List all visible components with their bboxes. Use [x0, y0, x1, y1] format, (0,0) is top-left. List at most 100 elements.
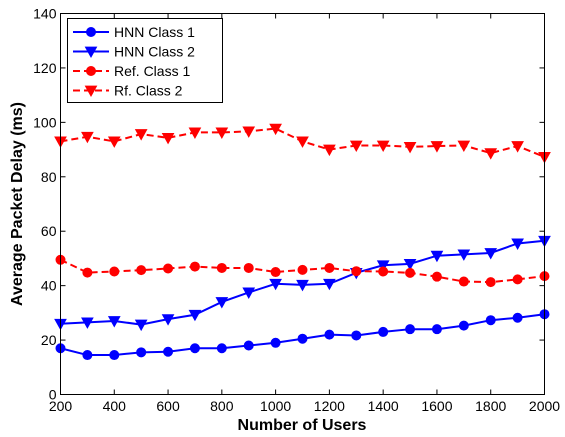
data-point [297, 264, 308, 275]
data-point [243, 262, 254, 273]
data-point [216, 343, 227, 354]
data-point [431, 324, 442, 335]
data-point [512, 312, 523, 323]
data-point [376, 140, 390, 153]
y-axis-title: Average Packet Delay (ms) [9, 102, 26, 306]
y-tick-label: 20 [41, 332, 57, 348]
data-point [378, 326, 389, 337]
data-point [297, 333, 308, 344]
data-point [163, 263, 174, 274]
data-point [188, 309, 202, 322]
y-tick-label: 60 [41, 223, 57, 239]
data-point [215, 297, 229, 309]
data-point [270, 337, 281, 348]
x-tick-label: 1200 [314, 398, 345, 414]
legend-marker [84, 85, 98, 98]
data-point [485, 277, 496, 288]
y-tick-label: 40 [41, 278, 57, 294]
legend-marker [84, 46, 98, 59]
data-point [351, 330, 362, 341]
x-tick-label: 1000 [260, 398, 291, 414]
data-point [270, 267, 281, 278]
data-point [269, 278, 282, 291]
data-point [81, 131, 94, 144]
data-point [188, 127, 202, 139]
data-point [484, 248, 498, 260]
x-tick-label: 200 [49, 398, 73, 414]
data-point [405, 324, 416, 335]
y-tick-label: 80 [41, 169, 57, 185]
data-point [136, 347, 147, 358]
y-tick-label: 0 [49, 387, 57, 403]
data-point [324, 262, 335, 273]
legend-marker [86, 27, 96, 37]
data-point [161, 314, 175, 326]
data-point [215, 127, 229, 139]
series-1 [55, 309, 550, 361]
data-point [323, 278, 336, 291]
data-point [82, 267, 93, 278]
data-point [242, 126, 256, 138]
legend-entry: HNN Class 1 [73, 24, 195, 40]
y-tick-label: 120 [33, 60, 57, 76]
data-point [430, 250, 444, 263]
data-point [484, 148, 498, 160]
y-tick-label: 140 [33, 6, 57, 22]
data-point [351, 266, 362, 277]
ticks-layer: 200 400 600 800 1000 1200 1400 1600 1800 2000 0 20 4… [33, 6, 560, 415]
series-layer [54, 123, 551, 361]
x-tick-label: 2000 [529, 398, 560, 414]
data-point [349, 140, 363, 153]
data-point [458, 276, 469, 287]
data-point [296, 279, 309, 292]
data-point [107, 316, 121, 328]
legend-entry: Rf. Class 2 [73, 83, 183, 99]
data-point [216, 262, 227, 273]
data-point [161, 132, 175, 145]
data-point [376, 260, 390, 272]
data-point [109, 350, 120, 361]
data-point [485, 315, 496, 326]
data-point [109, 266, 120, 277]
data-point [82, 350, 93, 361]
legend-entry: HNN Class 2 [73, 44, 195, 60]
x-axis-title: Number of Users [238, 417, 367, 434]
x-tick-label: 400 [103, 398, 127, 414]
data-point [134, 129, 148, 141]
data-point [511, 141, 524, 153]
data-point [242, 287, 256, 299]
legend-entry: Ref. Class 1 [73, 63, 190, 79]
data-point [296, 136, 309, 148]
data-point [136, 265, 147, 276]
legend-label: HNN Class 2 [114, 44, 195, 60]
data-point [430, 141, 444, 153]
y-tick-label: 100 [33, 114, 57, 130]
plot-frame [60, 13, 545, 395]
data-point [457, 249, 471, 261]
data-point [163, 346, 174, 357]
data-point [243, 340, 254, 351]
data-point [458, 320, 469, 331]
data-point [324, 329, 335, 340]
series-3 [55, 254, 550, 288]
data-point [403, 258, 417, 271]
data-point [378, 266, 389, 277]
legend: HNN Class 1 HNN Class 2 Ref. Class 1 Rf. Cl… [67, 18, 223, 103]
data-point [269, 123, 282, 136]
legend-label: Rf. Class 2 [114, 83, 183, 99]
series-4 [54, 123, 551, 164]
data-point [134, 319, 148, 332]
data-point [405, 267, 416, 278]
data-point [457, 140, 471, 153]
data-point [189, 343, 200, 354]
x-tick-label: 1600 [421, 398, 452, 414]
data-point [511, 238, 524, 250]
data-point [431, 271, 442, 282]
x-tick-label: 600 [156, 398, 180, 414]
data-point [107, 136, 121, 148]
data-point [512, 274, 523, 285]
legend-label: HNN Class 1 [114, 24, 195, 40]
data-point [323, 144, 336, 157]
legend-label: Ref. Class 1 [114, 63, 190, 79]
